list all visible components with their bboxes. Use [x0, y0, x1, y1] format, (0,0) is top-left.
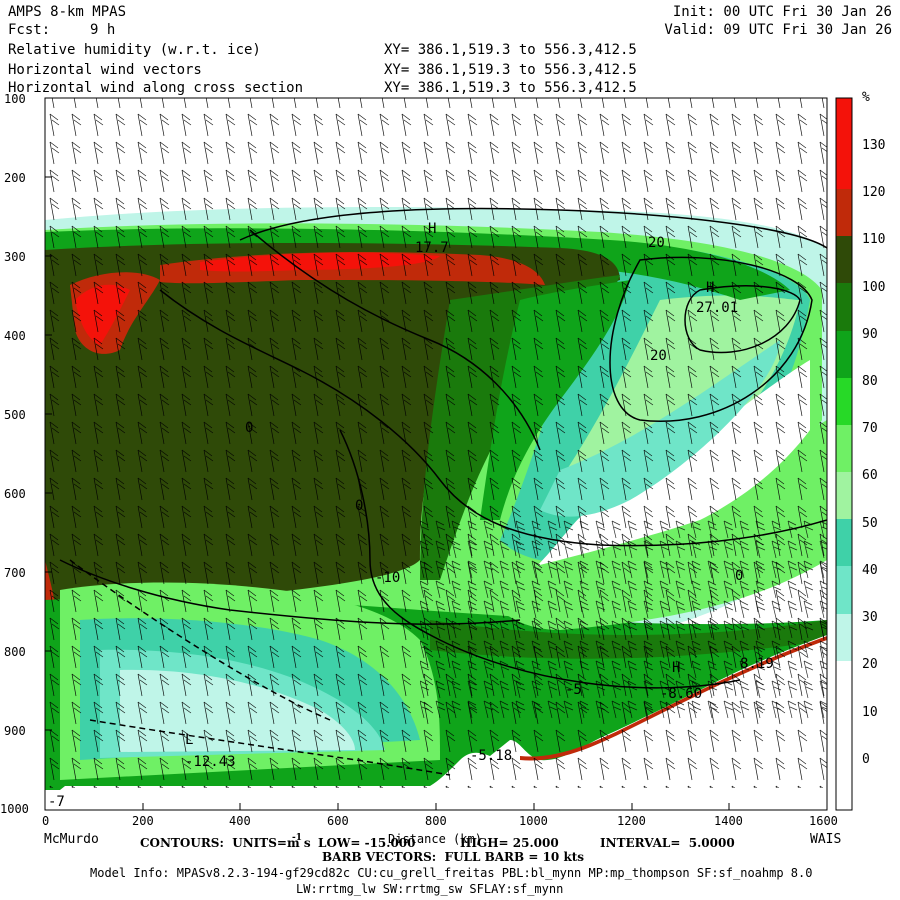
- colorbar-label: 0: [862, 752, 870, 767]
- colorbar-label: 90: [862, 327, 878, 342]
- field-name-along: Horizontal wind along cross section: [8, 80, 304, 96]
- contour-label: 8.19: [740, 656, 774, 672]
- x-tick-label: 1000: [519, 814, 548, 828]
- colorbar-label: 100: [862, 280, 886, 295]
- init-time: Init: 00 UTC Fri 30 Jan 26: [672, 4, 892, 20]
- field-xy-vectors: XY= 386.1,519.3 to 556.3,412.5: [384, 62, 637, 78]
- valid-time: Valid: 09 UTC Fri 30 Jan 26: [664, 22, 892, 38]
- contour-label: -12.43: [185, 754, 236, 770]
- y-tick-label: 300: [4, 250, 26, 264]
- colorbar-label: 30: [862, 610, 878, 625]
- model-title: AMPS 8-km MPAS: [8, 4, 127, 20]
- field-xy-along: XY= 386.1,519.3 to 556.3,412.5: [384, 80, 637, 96]
- colorbar-label: 10: [862, 705, 878, 720]
- x-tick-label: 1600: [809, 814, 838, 828]
- y-tick-label: 600: [4, 487, 26, 501]
- x-tick-label: 1400: [714, 814, 743, 828]
- contours-unit-exp: -1: [292, 833, 302, 843]
- contour-label: 17.7: [415, 240, 449, 256]
- forecast-value: 9 h: [90, 22, 116, 38]
- contour-label: 0: [355, 498, 363, 514]
- colorbar-unit: %: [862, 90, 870, 105]
- contour-label: -10: [375, 570, 400, 586]
- colorbar: [835, 97, 853, 811]
- field-name-vectors: Horizontal wind vectors: [8, 62, 202, 78]
- rh-field: 17.7 20 27.01 20 0 0 0 8.19 -8.60 -12.43…: [45, 98, 827, 810]
- right-endpoint-label: WAIS: [810, 832, 842, 847]
- contour-label: -8.60: [660, 686, 702, 702]
- barb-info: BARB VECTORS: FULL BARB = 10 kts: [322, 850, 585, 864]
- contours-interval: INTERVAL= 5.0000: [600, 836, 735, 850]
- y-tick-label: 500: [4, 408, 26, 422]
- left-endpoint-label: McMurdo: [44, 832, 99, 847]
- colorbar-label: 20: [862, 657, 878, 672]
- forecast-label: Fcst:: [8, 22, 51, 38]
- x-tick-label: 0: [42, 814, 50, 828]
- contour-label: 0: [735, 568, 743, 584]
- colorbar-label: 110: [862, 232, 886, 247]
- contour-label: 20: [648, 235, 665, 251]
- x-tick-label: 600: [327, 814, 349, 828]
- svg-text:H: H: [672, 660, 680, 676]
- svg-text:H: H: [428, 221, 436, 237]
- contour-label: -5.18: [470, 748, 512, 764]
- colorbar-label: 60: [862, 468, 878, 483]
- x-tick-label: 1200: [617, 814, 646, 828]
- y-tick-label: 800: [4, 645, 26, 659]
- svg-text:H: H: [706, 280, 714, 296]
- x-tick-label: 800: [425, 814, 447, 828]
- field-name-rh: Relative humidity (w.r.t. ice): [8, 42, 261, 58]
- colorbar-label: 40: [862, 563, 878, 578]
- contour-label: 27.01: [696, 300, 738, 316]
- x-tick-label: 400: [229, 814, 251, 828]
- axis-ticks: [45, 176, 730, 810]
- y-tick-label: 200: [4, 171, 26, 185]
- svg-text:L: L: [185, 732, 193, 748]
- y-tick-label: 100: [4, 92, 26, 106]
- model-info: Model Info: MPASv8.2.3-194-gf29cd82c CU:…: [90, 866, 813, 880]
- y-tick-label: 400: [4, 329, 26, 343]
- contours-high: HIGH= 25.000: [460, 836, 559, 850]
- colorbar-label: 120: [862, 185, 886, 200]
- colorbar-label: 50: [862, 516, 878, 531]
- contour-label: -5: [565, 682, 582, 698]
- colorbar-label: 130: [862, 138, 886, 153]
- x-axis-label: Distance (km): [388, 832, 482, 846]
- colorbar-label: 80: [862, 374, 878, 389]
- field-xy-rh: XY= 386.1,519.3 to 556.3,412.5: [384, 42, 637, 58]
- model-info-2: LW:rrtmg_lw SW:rrtmg_sw SFLAY:sf_mynn: [296, 882, 564, 896]
- contour-label: -7: [48, 794, 65, 810]
- colorbar-label: 70: [862, 421, 878, 436]
- y-tick-label: 700: [4, 566, 26, 580]
- contour-label: 20: [650, 348, 667, 364]
- contours-low: LOW= -15.000: [318, 836, 416, 850]
- x-tick-label: 200: [132, 814, 154, 828]
- y-tick-label: 900: [4, 724, 26, 738]
- y-tick-label: 1000: [0, 802, 29, 816]
- contours-info: CONTOURS: UNITS=m s: [140, 836, 311, 850]
- contour-label: 0: [245, 420, 253, 436]
